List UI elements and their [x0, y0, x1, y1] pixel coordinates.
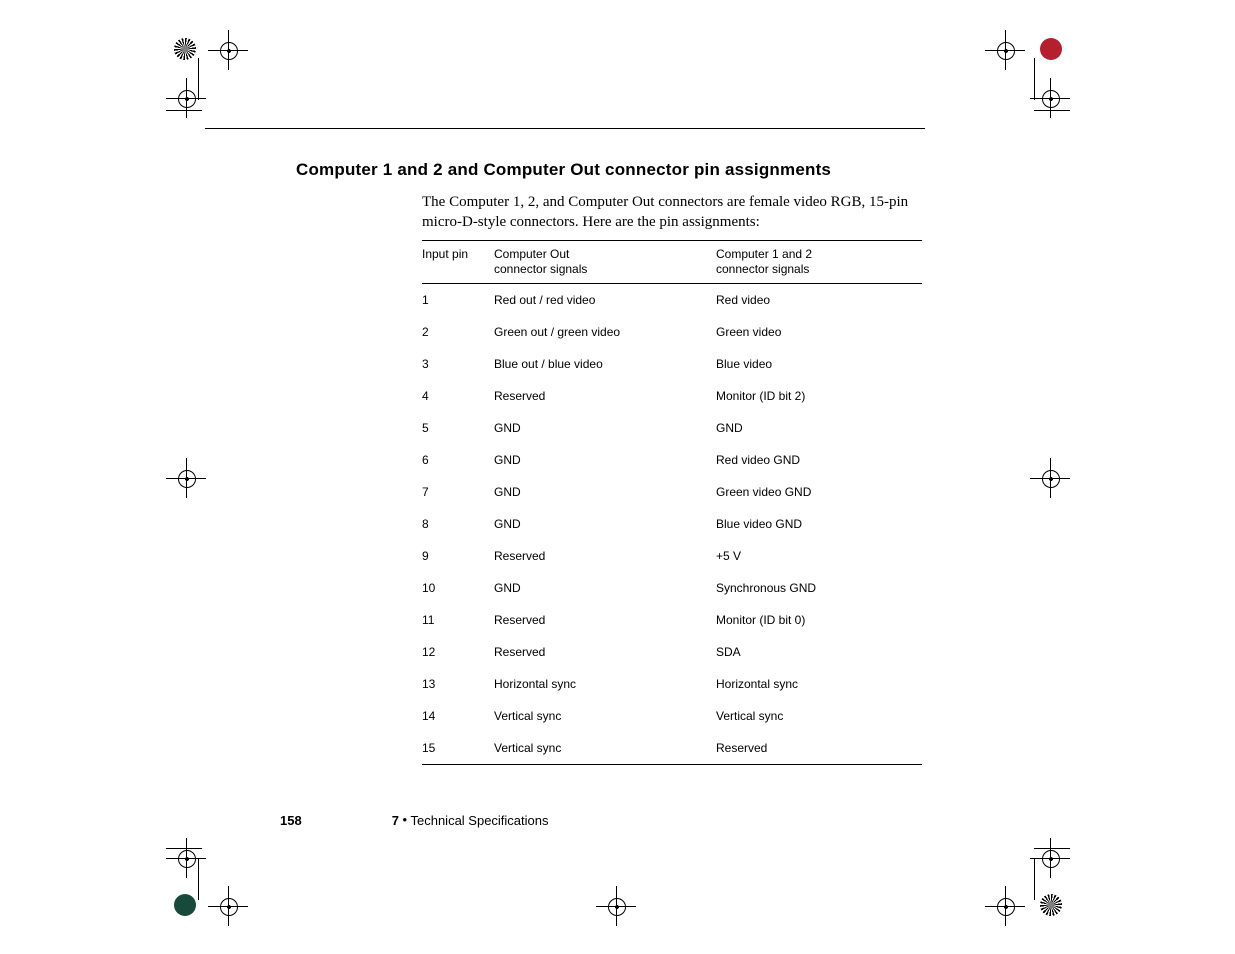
table-cell: Red video	[716, 293, 922, 307]
table-cell: Red out / red video	[494, 293, 716, 307]
section-heading: Computer 1 and 2 and Computer Out connec…	[296, 160, 831, 180]
table-cell: 8	[422, 517, 494, 531]
table-row: 10GNDSynchronous GND	[422, 572, 922, 604]
table-row: 1Red out / red videoRed video	[422, 284, 922, 316]
table-row: 11ReservedMonitor (ID bit 0)	[422, 604, 922, 636]
table-cell: 10	[422, 581, 494, 595]
table-cell: Vertical sync	[494, 709, 716, 723]
table-cell: Reserved	[494, 645, 716, 659]
table-row: 12ReservedSDA	[422, 636, 922, 668]
table-cell: 6	[422, 453, 494, 467]
corner-disc-icon	[174, 38, 196, 60]
table-cell: 5	[422, 421, 494, 435]
pin-assignment-table: Input pin Computer Outconnector signals …	[422, 240, 922, 765]
registration-mark-icon	[985, 886, 1025, 926]
table-row: 8GNDBlue video GND	[422, 508, 922, 540]
table-cell: 15	[422, 741, 494, 755]
color-disc-icon	[1040, 38, 1062, 60]
table-row: 4ReservedMonitor (ID bit 2)	[422, 380, 922, 412]
table-cell: 12	[422, 645, 494, 659]
table-row: 6GNDRed video GND	[422, 444, 922, 476]
page: Computer 1 and 2 and Computer Out connec…	[0, 0, 1235, 954]
chapter-number: 7	[392, 813, 399, 828]
table-cell: Reserved	[494, 613, 716, 627]
table-cell: Monitor (ID bit 2)	[716, 389, 922, 403]
page-footer: 158 7 • Technical Specifications	[280, 813, 549, 828]
table-row: 2Green out / green videoGreen video	[422, 316, 922, 348]
table-header-cell: Input pin	[422, 247, 494, 277]
table-cell: Vertical sync	[494, 741, 716, 755]
table-row: 7GNDGreen video GND	[422, 476, 922, 508]
table-cell: Vertical sync	[716, 709, 922, 723]
table-row: 5GNDGND	[422, 412, 922, 444]
table-cell: Horizontal sync	[494, 677, 716, 691]
registration-mark-icon	[1030, 78, 1070, 118]
table-cell: Blue out / blue video	[494, 357, 716, 371]
table-cell: GND	[494, 453, 716, 467]
page-number: 158	[280, 813, 302, 828]
registration-mark-icon	[166, 838, 206, 878]
registration-mark-icon	[985, 30, 1025, 70]
chapter-title: Technical Specifications	[410, 813, 548, 828]
table-cell: GND	[716, 421, 922, 435]
table-row: 9Reserved+5 V	[422, 540, 922, 572]
table-cell: 11	[422, 613, 494, 627]
registration-mark-icon	[208, 886, 248, 926]
table-cell: GND	[494, 485, 716, 499]
table-cell: +5 V	[716, 549, 922, 563]
table-cell: Red video GND	[716, 453, 922, 467]
table-cell: Green video	[716, 325, 922, 339]
table-header-row: Input pin Computer Outconnector signals …	[422, 240, 922, 284]
bullet-separator: •	[399, 812, 411, 827]
chapter-label: 7 • Technical Specifications	[392, 813, 549, 828]
table-cell: Reserved	[494, 389, 716, 403]
corner-disc-icon	[1040, 894, 1062, 916]
table-header-cell: Computer 1 and 2connector signals	[716, 247, 922, 277]
table-cell: Reserved	[716, 741, 922, 755]
table-cell: Reserved	[494, 549, 716, 563]
table-cell: 3	[422, 357, 494, 371]
table-cell: 1	[422, 293, 494, 307]
registration-mark-icon	[166, 78, 206, 118]
table-row: 15Vertical syncReserved	[422, 732, 922, 764]
table-cell: 7	[422, 485, 494, 499]
table-row: 3Blue out / blue videoBlue video	[422, 348, 922, 380]
table-row: 13Horizontal syncHorizontal sync	[422, 668, 922, 700]
table-cell: 2	[422, 325, 494, 339]
registration-mark-icon	[596, 886, 636, 926]
header-rule	[205, 128, 925, 129]
table-cell: Synchronous GND	[716, 581, 922, 595]
table-cell: Monitor (ID bit 0)	[716, 613, 922, 627]
registration-mark-icon	[1030, 458, 1070, 498]
table-cell: GND	[494, 517, 716, 531]
table-cell: SDA	[716, 645, 922, 659]
table-cell: Blue video GND	[716, 517, 922, 531]
table-cell: 9	[422, 549, 494, 563]
registration-mark-icon	[208, 30, 248, 70]
color-disc-icon	[174, 894, 196, 916]
table-cell: 13	[422, 677, 494, 691]
table-row: 14Vertical syncVertical sync	[422, 700, 922, 732]
intro-paragraph: The Computer 1, 2, and Computer Out conn…	[422, 192, 922, 233]
table-cell: 4	[422, 389, 494, 403]
table-cell: Green video GND	[716, 485, 922, 499]
table-cell: GND	[494, 581, 716, 595]
table-cell: Blue video	[716, 357, 922, 371]
table-cell: 14	[422, 709, 494, 723]
table-cell: Horizontal sync	[716, 677, 922, 691]
table-bottom-rule	[422, 764, 922, 765]
registration-mark-icon	[166, 458, 206, 498]
registration-mark-icon	[1030, 838, 1070, 878]
table-cell: GND	[494, 421, 716, 435]
table-cell: Green out / green video	[494, 325, 716, 339]
table-header-cell: Computer Outconnector signals	[494, 247, 716, 277]
